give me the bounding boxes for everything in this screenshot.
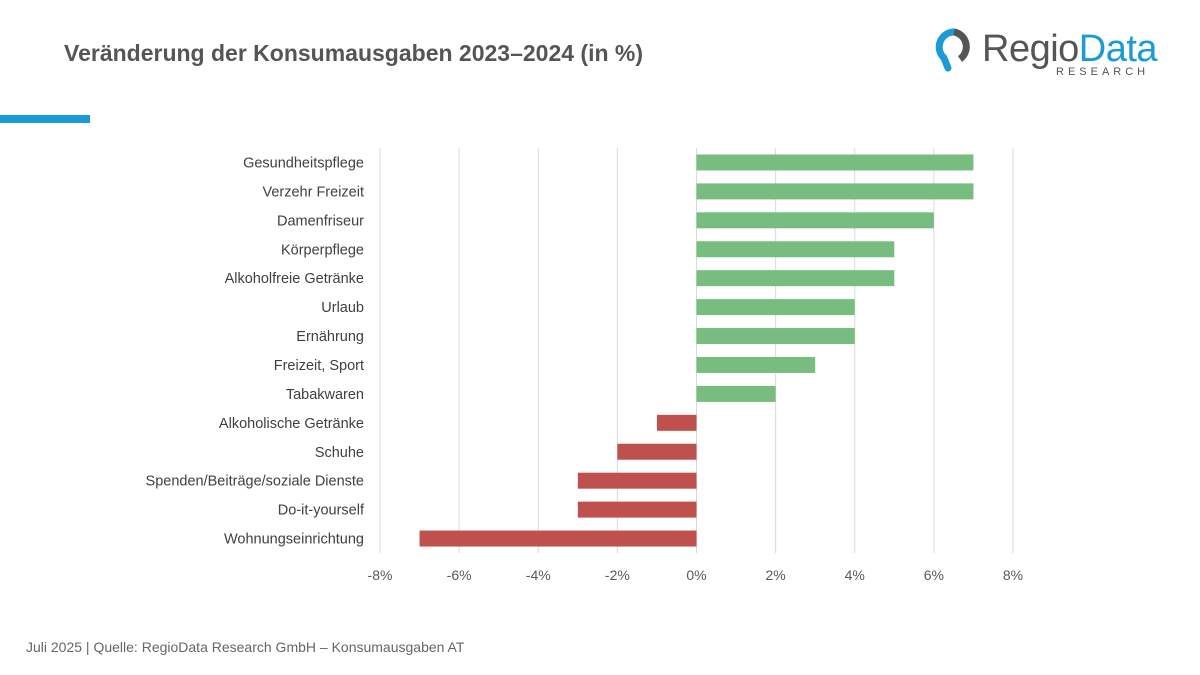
- category-label: Alkoholische Getränke: [219, 416, 364, 432]
- x-tick-label: -4%: [526, 567, 551, 583]
- bar: [577, 472, 697, 489]
- x-tick-label: 0%: [686, 567, 706, 583]
- x-tick-label: -8%: [368, 567, 393, 583]
- accent-bar: [0, 115, 90, 123]
- x-tick-label: 2%: [766, 567, 786, 583]
- category-label: Freizeit, Sport: [274, 358, 364, 374]
- bar: [696, 241, 895, 258]
- category-label: Do-it-yourself: [278, 503, 365, 519]
- bar: [696, 212, 934, 229]
- bar: [577, 501, 697, 518]
- bar: [696, 154, 974, 171]
- category-label: Tabakwaren: [286, 387, 364, 403]
- category-label: Urlaub: [321, 300, 364, 316]
- x-tick-label: -6%: [447, 567, 472, 583]
- category-label: Körperpflege: [281, 242, 364, 258]
- logo-text-main: Regio: [982, 28, 1079, 70]
- category-label: Alkoholfreie Getränke: [225, 271, 364, 287]
- bar: [696, 328, 855, 345]
- footer-source: Juli 2025 | Quelle: RegioData Research G…: [26, 639, 465, 655]
- category-label: Verzehr Freizeit: [262, 184, 364, 200]
- bar: [696, 183, 974, 200]
- location-pin-icon: [935, 28, 970, 72]
- logo-subtitle: RESEARCH: [1056, 66, 1150, 78]
- bar: [696, 356, 816, 373]
- bar: [696, 299, 855, 316]
- logo: RegioData RESEARCH: [934, 28, 1174, 80]
- bar: [617, 443, 697, 460]
- bar: [696, 385, 776, 402]
- x-tick-label: 6%: [924, 567, 944, 583]
- bar: [656, 414, 697, 431]
- page-title: Veränderung der Konsumausgaben 2023–2024…: [64, 40, 644, 66]
- category-label: Damenfriseur: [277, 213, 364, 229]
- category-label: Wohnungseinrichtung: [224, 532, 364, 548]
- logo-text-accent: Data: [1078, 28, 1158, 70]
- category-label: Schuhe: [315, 445, 364, 461]
- category-label: Ernährung: [296, 329, 364, 345]
- category-label: Spenden/Beiträge/soziale Dienste: [146, 474, 364, 490]
- bar: [419, 530, 697, 547]
- x-tick-label: -2%: [605, 567, 630, 583]
- x-tick-label: 8%: [1003, 567, 1023, 583]
- bar: [696, 270, 895, 287]
- x-tick-label: 4%: [845, 567, 865, 583]
- category-label: Gesundheitspflege: [243, 155, 364, 171]
